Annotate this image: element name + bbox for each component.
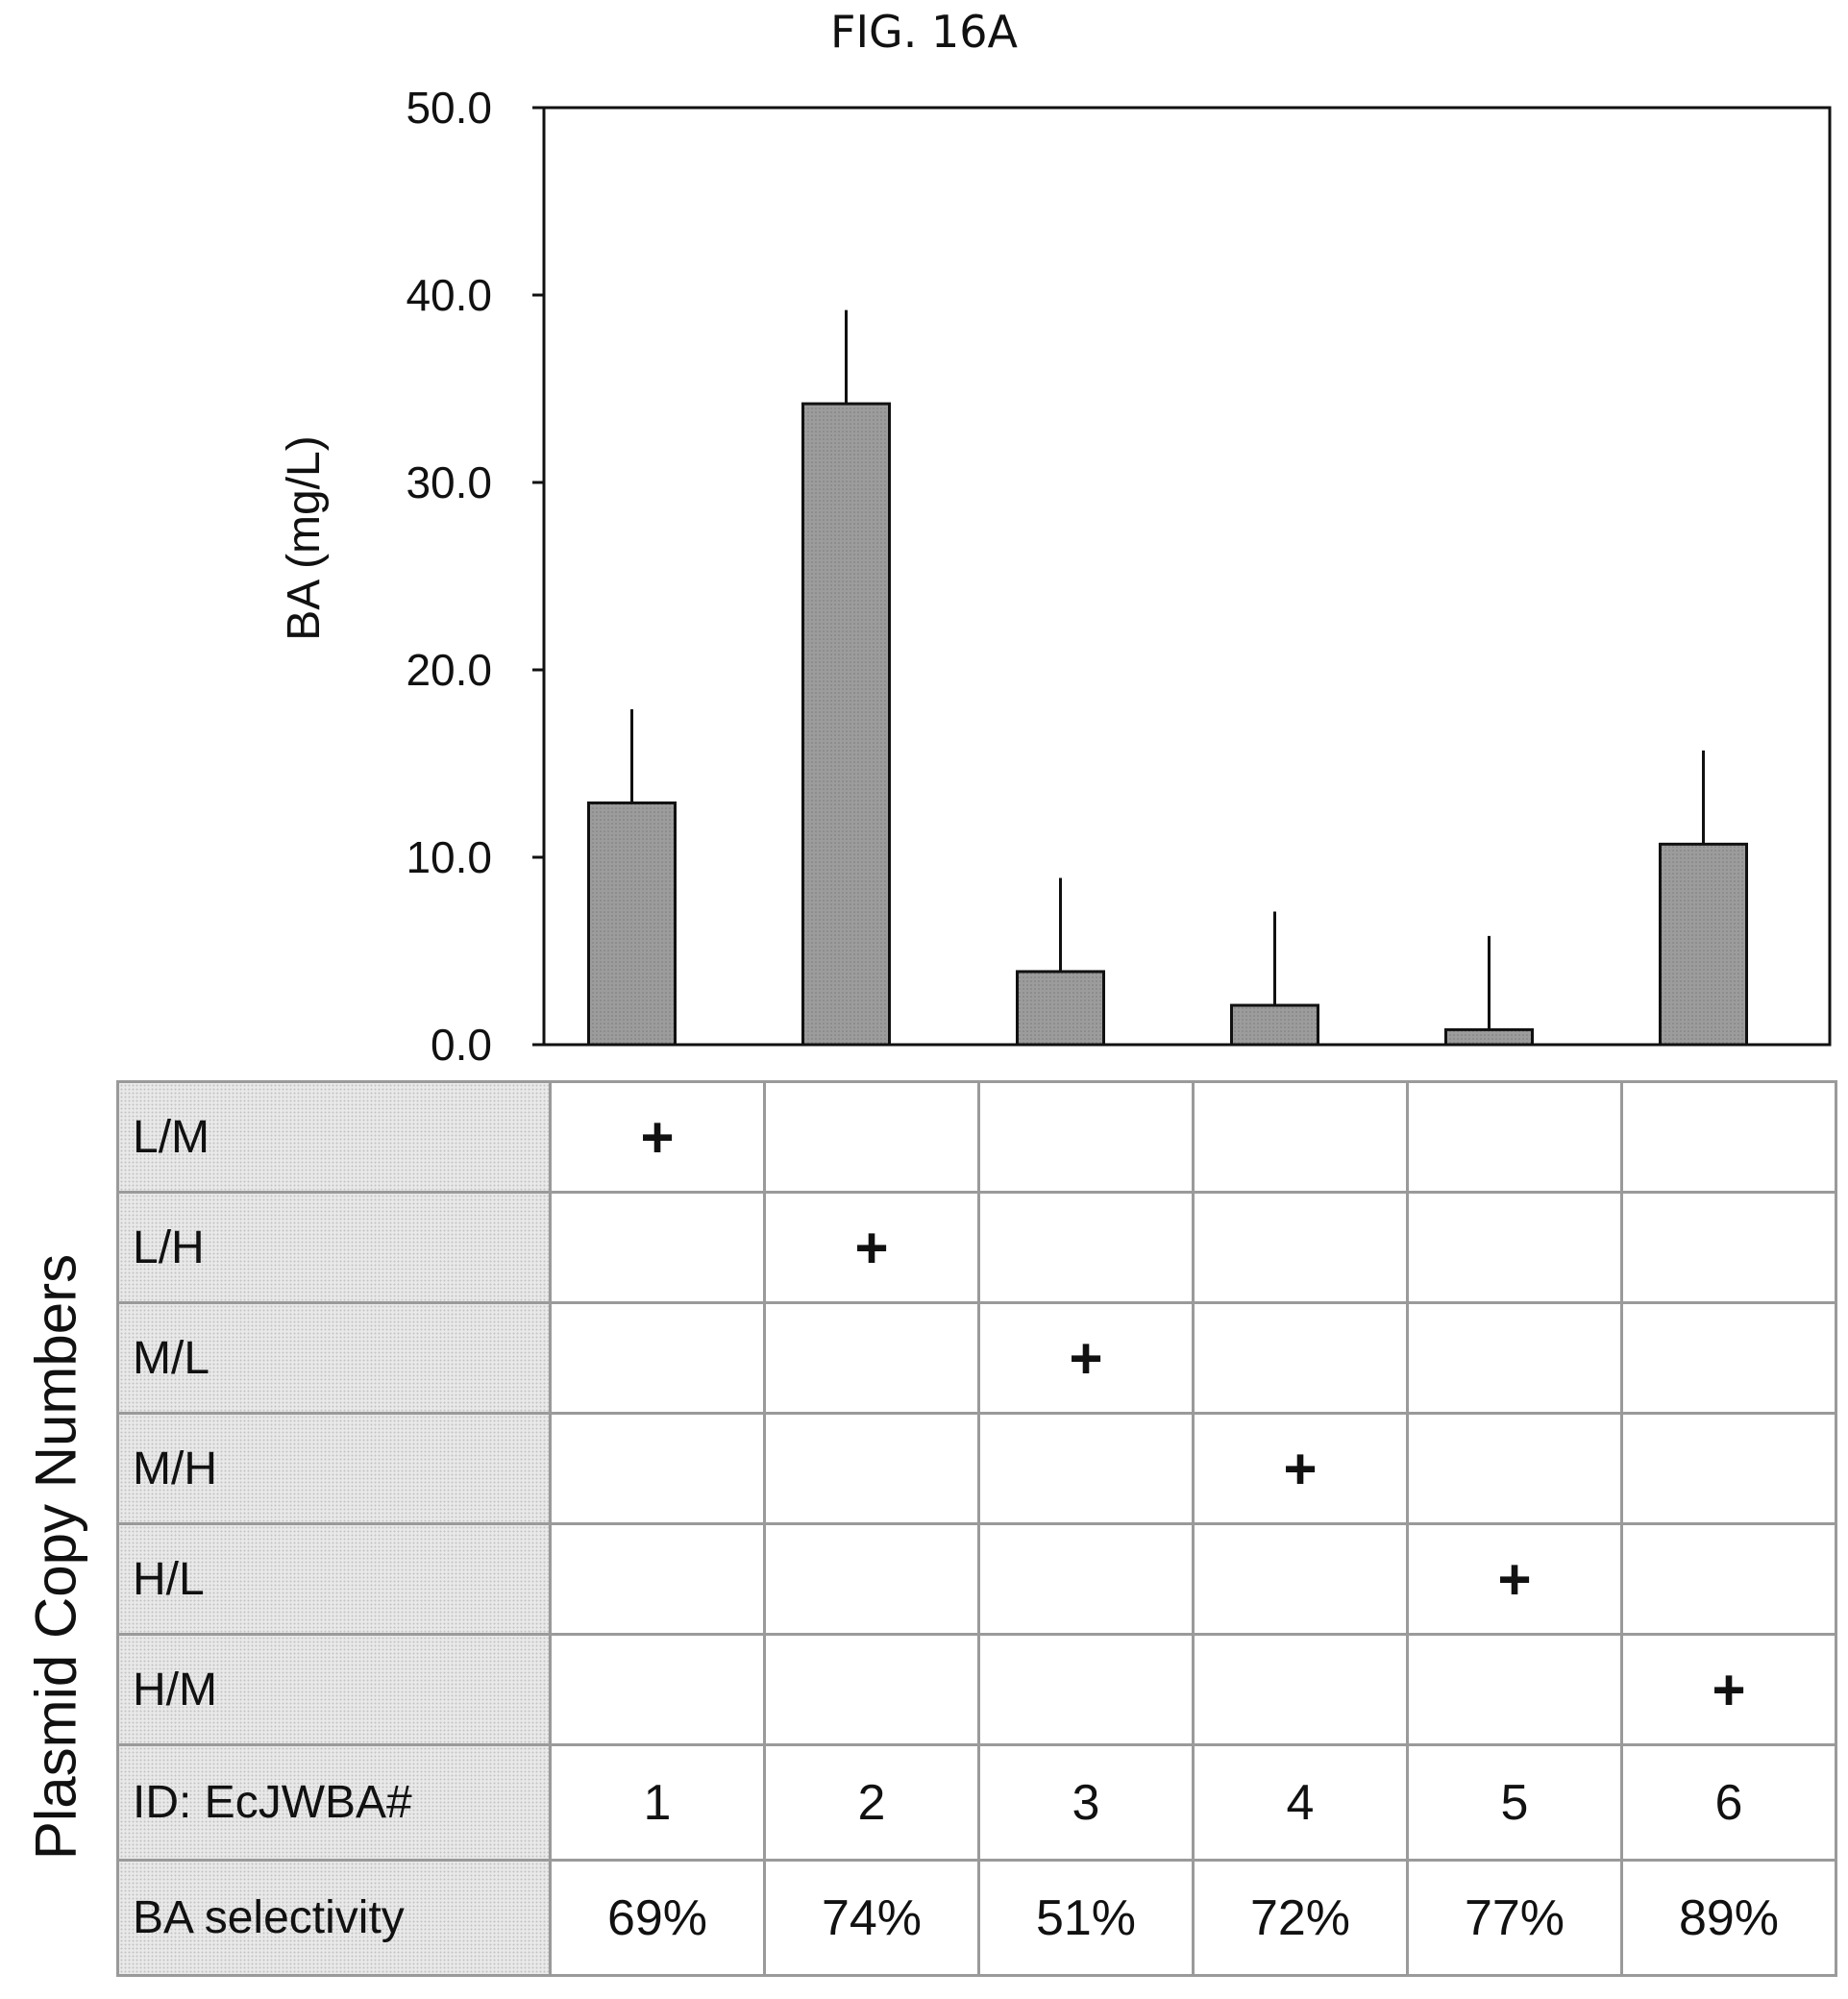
table-cell: 72% — [1192, 1859, 1409, 1977]
y-tick-label: 20.0 — [406, 645, 492, 695]
table-row: M/L + — [116, 1301, 1837, 1415]
table-cell-mark — [1620, 1412, 1837, 1525]
table-cell-mark — [1620, 1191, 1837, 1304]
bar — [1230, 1003, 1319, 1047]
table-cell: 3 — [977, 1743, 1195, 1862]
table-cell-mark — [1406, 1080, 1623, 1194]
table-row: L/M + — [116, 1080, 1837, 1194]
table-cell: 51% — [977, 1859, 1195, 1977]
row-label: M/H — [116, 1412, 552, 1525]
table-cell-mark — [763, 1301, 980, 1415]
y-tick-label: 30.0 — [406, 457, 492, 507]
table-cell-mark: + — [1406, 1522, 1623, 1636]
table-cell-mark: + — [763, 1191, 980, 1304]
bar — [1659, 842, 1748, 1047]
row-label: M/L — [116, 1301, 552, 1415]
y-tick-label: 10.0 — [406, 832, 492, 882]
table-cell-mark — [1406, 1633, 1623, 1746]
table-cell-mark — [1620, 1301, 1837, 1415]
table-cell-mark — [1406, 1191, 1623, 1304]
table-cell-mark — [977, 1633, 1195, 1746]
table-cell: 1 — [549, 1743, 766, 1862]
table-cell: 6 — [1620, 1743, 1837, 1862]
table-cell-mark — [1192, 1522, 1409, 1636]
table-cell-mark: + — [977, 1301, 1195, 1415]
row-label: ID: EcJWBA# — [116, 1743, 552, 1862]
table-cell: 2 — [763, 1743, 980, 1862]
table-cell-mark — [1192, 1301, 1409, 1415]
row-label: BA selectivity — [116, 1859, 552, 1977]
table-row: H/M + — [116, 1633, 1837, 1746]
table-cell-mark — [1192, 1633, 1409, 1746]
plasmid-table: L/M + L/H + M/L + M/H + H/L + H/M + ID: EcJWBA# 1 2 3 4 5… — [116, 1080, 1837, 1977]
table-row: L/H + — [116, 1191, 1837, 1304]
table-cell-mark — [549, 1301, 766, 1415]
table-cell: 77% — [1406, 1859, 1623, 1977]
table-cell-mark — [763, 1522, 980, 1636]
row-label: H/L — [116, 1522, 552, 1636]
table-row: ID: EcJWBA# 1 2 3 4 5 6 — [116, 1743, 1837, 1862]
bar-chart: 0.0 10.0 20.0 30.0 40.0 50.0 BA (mg/L) — [279, 83, 1832, 1070]
table-cell-mark — [763, 1412, 980, 1525]
row-label: L/H — [116, 1191, 552, 1304]
row-label: L/M — [116, 1080, 552, 1194]
table-cell: 74% — [763, 1859, 980, 1977]
table-cell-mark — [549, 1191, 766, 1304]
y-tick-label: 40.0 — [406, 270, 492, 320]
y-tick-label: 0.0 — [431, 1020, 492, 1070]
row-label: H/M — [116, 1633, 552, 1746]
y-axis-label: BA (mg/L) — [279, 435, 330, 640]
table-cell-mark — [549, 1412, 766, 1525]
bar — [1444, 1027, 1534, 1047]
table-cell-mark — [763, 1080, 980, 1194]
table-row: M/H + — [116, 1412, 1837, 1525]
bar — [1016, 970, 1105, 1047]
table-cell-mark — [977, 1522, 1195, 1636]
plot-frame — [542, 106, 1832, 1047]
bar — [587, 801, 677, 1047]
table-cell: 69% — [549, 1859, 766, 1977]
table-cell: 89% — [1620, 1859, 1837, 1977]
table-cell: 4 — [1192, 1743, 1409, 1862]
bar — [801, 402, 891, 1047]
table-cell-mark — [763, 1633, 980, 1746]
table-cell-mark — [1620, 1080, 1837, 1194]
table-cell-mark — [1192, 1191, 1409, 1304]
table-row: H/L + — [116, 1522, 1837, 1636]
table-cell-mark — [977, 1191, 1195, 1304]
table-cell-mark — [1406, 1412, 1623, 1525]
table-cell-mark — [977, 1412, 1195, 1525]
table-cell-mark — [1620, 1522, 1837, 1636]
table-row: BA selectivity 69% 74% 51% 72% 77% 89% — [116, 1859, 1837, 1977]
table-cell: 5 — [1406, 1743, 1623, 1862]
side-label-text: Plasmid Copy Numbers — [23, 1253, 88, 1861]
table-cell-mark: + — [1620, 1633, 1837, 1746]
table-cell-mark — [1192, 1080, 1409, 1194]
table-cell-mark — [549, 1633, 766, 1746]
y-tick-label: 50.0 — [406, 83, 492, 133]
table-cell-mark: + — [1192, 1412, 1409, 1525]
table-cell-mark — [1406, 1301, 1623, 1415]
figure-title: FIG. 16A — [830, 6, 1018, 58]
table-cell-mark — [549, 1522, 766, 1636]
table-cell-mark: + — [549, 1080, 766, 1194]
table-cell-mark — [977, 1080, 1195, 1194]
